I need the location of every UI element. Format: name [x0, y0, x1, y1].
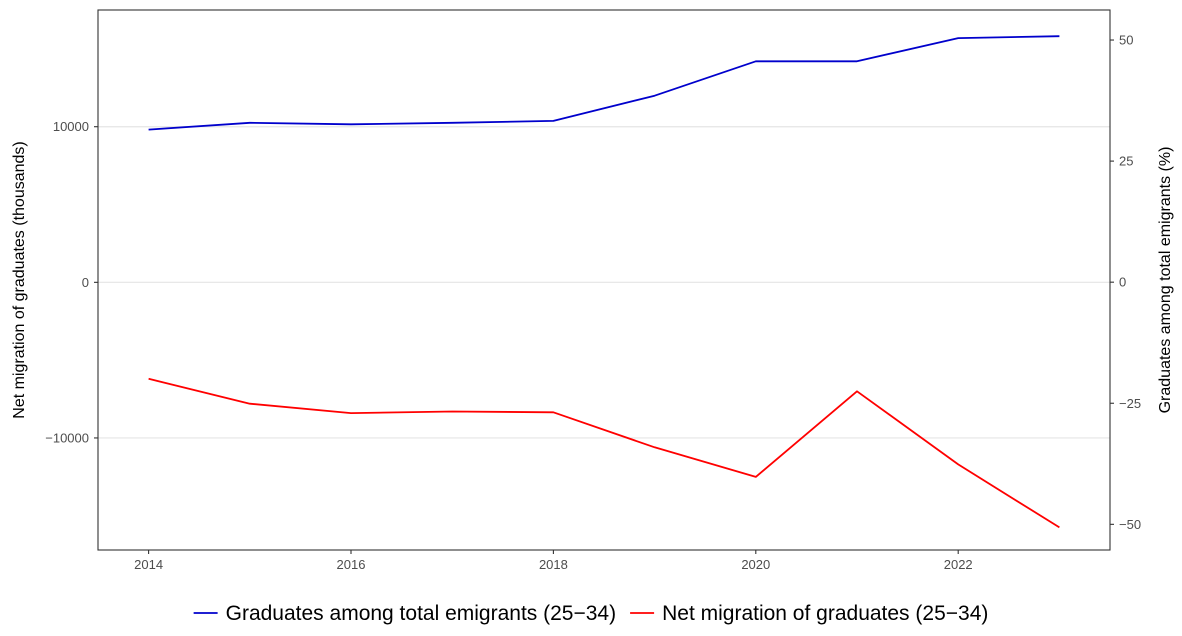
y2-tick-label: −25 — [1119, 396, 1141, 411]
y-tick-label: 10000 — [53, 119, 89, 134]
y2-tick-label: 25 — [1119, 154, 1133, 169]
y2-axis-title: Graduates among total emigrants (%) — [1157, 147, 1174, 414]
series-line-graduates-share — [148, 35, 1060, 131]
right-axis: 50 25 0 −25 −50 — [1110, 33, 1141, 532]
y2-tick-label: 50 — [1119, 33, 1133, 48]
y-tick-label: 0 — [82, 275, 89, 290]
legend-item: Graduates among total emigrants (25−34) — [193, 602, 616, 625]
x-tick-label: 2020 — [741, 557, 770, 572]
legend-label: Graduates among total emigrants (25−34) — [226, 602, 616, 625]
series-lines — [148, 35, 1060, 529]
grid-lines — [98, 126, 1110, 439]
y-tick-label: −10000 — [45, 430, 89, 445]
x-tick-label: 2014 — [134, 557, 163, 572]
y2-tick-label: 0 — [1119, 275, 1126, 290]
legend-label: Net migration of graduates (25−34) — [662, 602, 988, 625]
series-line-net-migration — [148, 377, 1060, 529]
x-tick-label: 2018 — [539, 557, 568, 572]
y-axis-title: Net migration of graduates (thousands) — [11, 141, 28, 418]
legend-item: Net migration of graduates (25−34) — [630, 602, 988, 625]
x-axis: 2014 2016 2018 2020 2022 — [134, 550, 973, 572]
y2-tick-label: −50 — [1119, 517, 1141, 532]
plot-panel-border — [97, 9, 1111, 551]
x-tick-label: 2016 — [337, 557, 366, 572]
legend: Graduates among total emigrants (25−34) N… — [193, 602, 988, 625]
x-tick-label: 2022 — [944, 557, 973, 572]
left-axis: 10000 0 −10000 — [45, 119, 98, 445]
